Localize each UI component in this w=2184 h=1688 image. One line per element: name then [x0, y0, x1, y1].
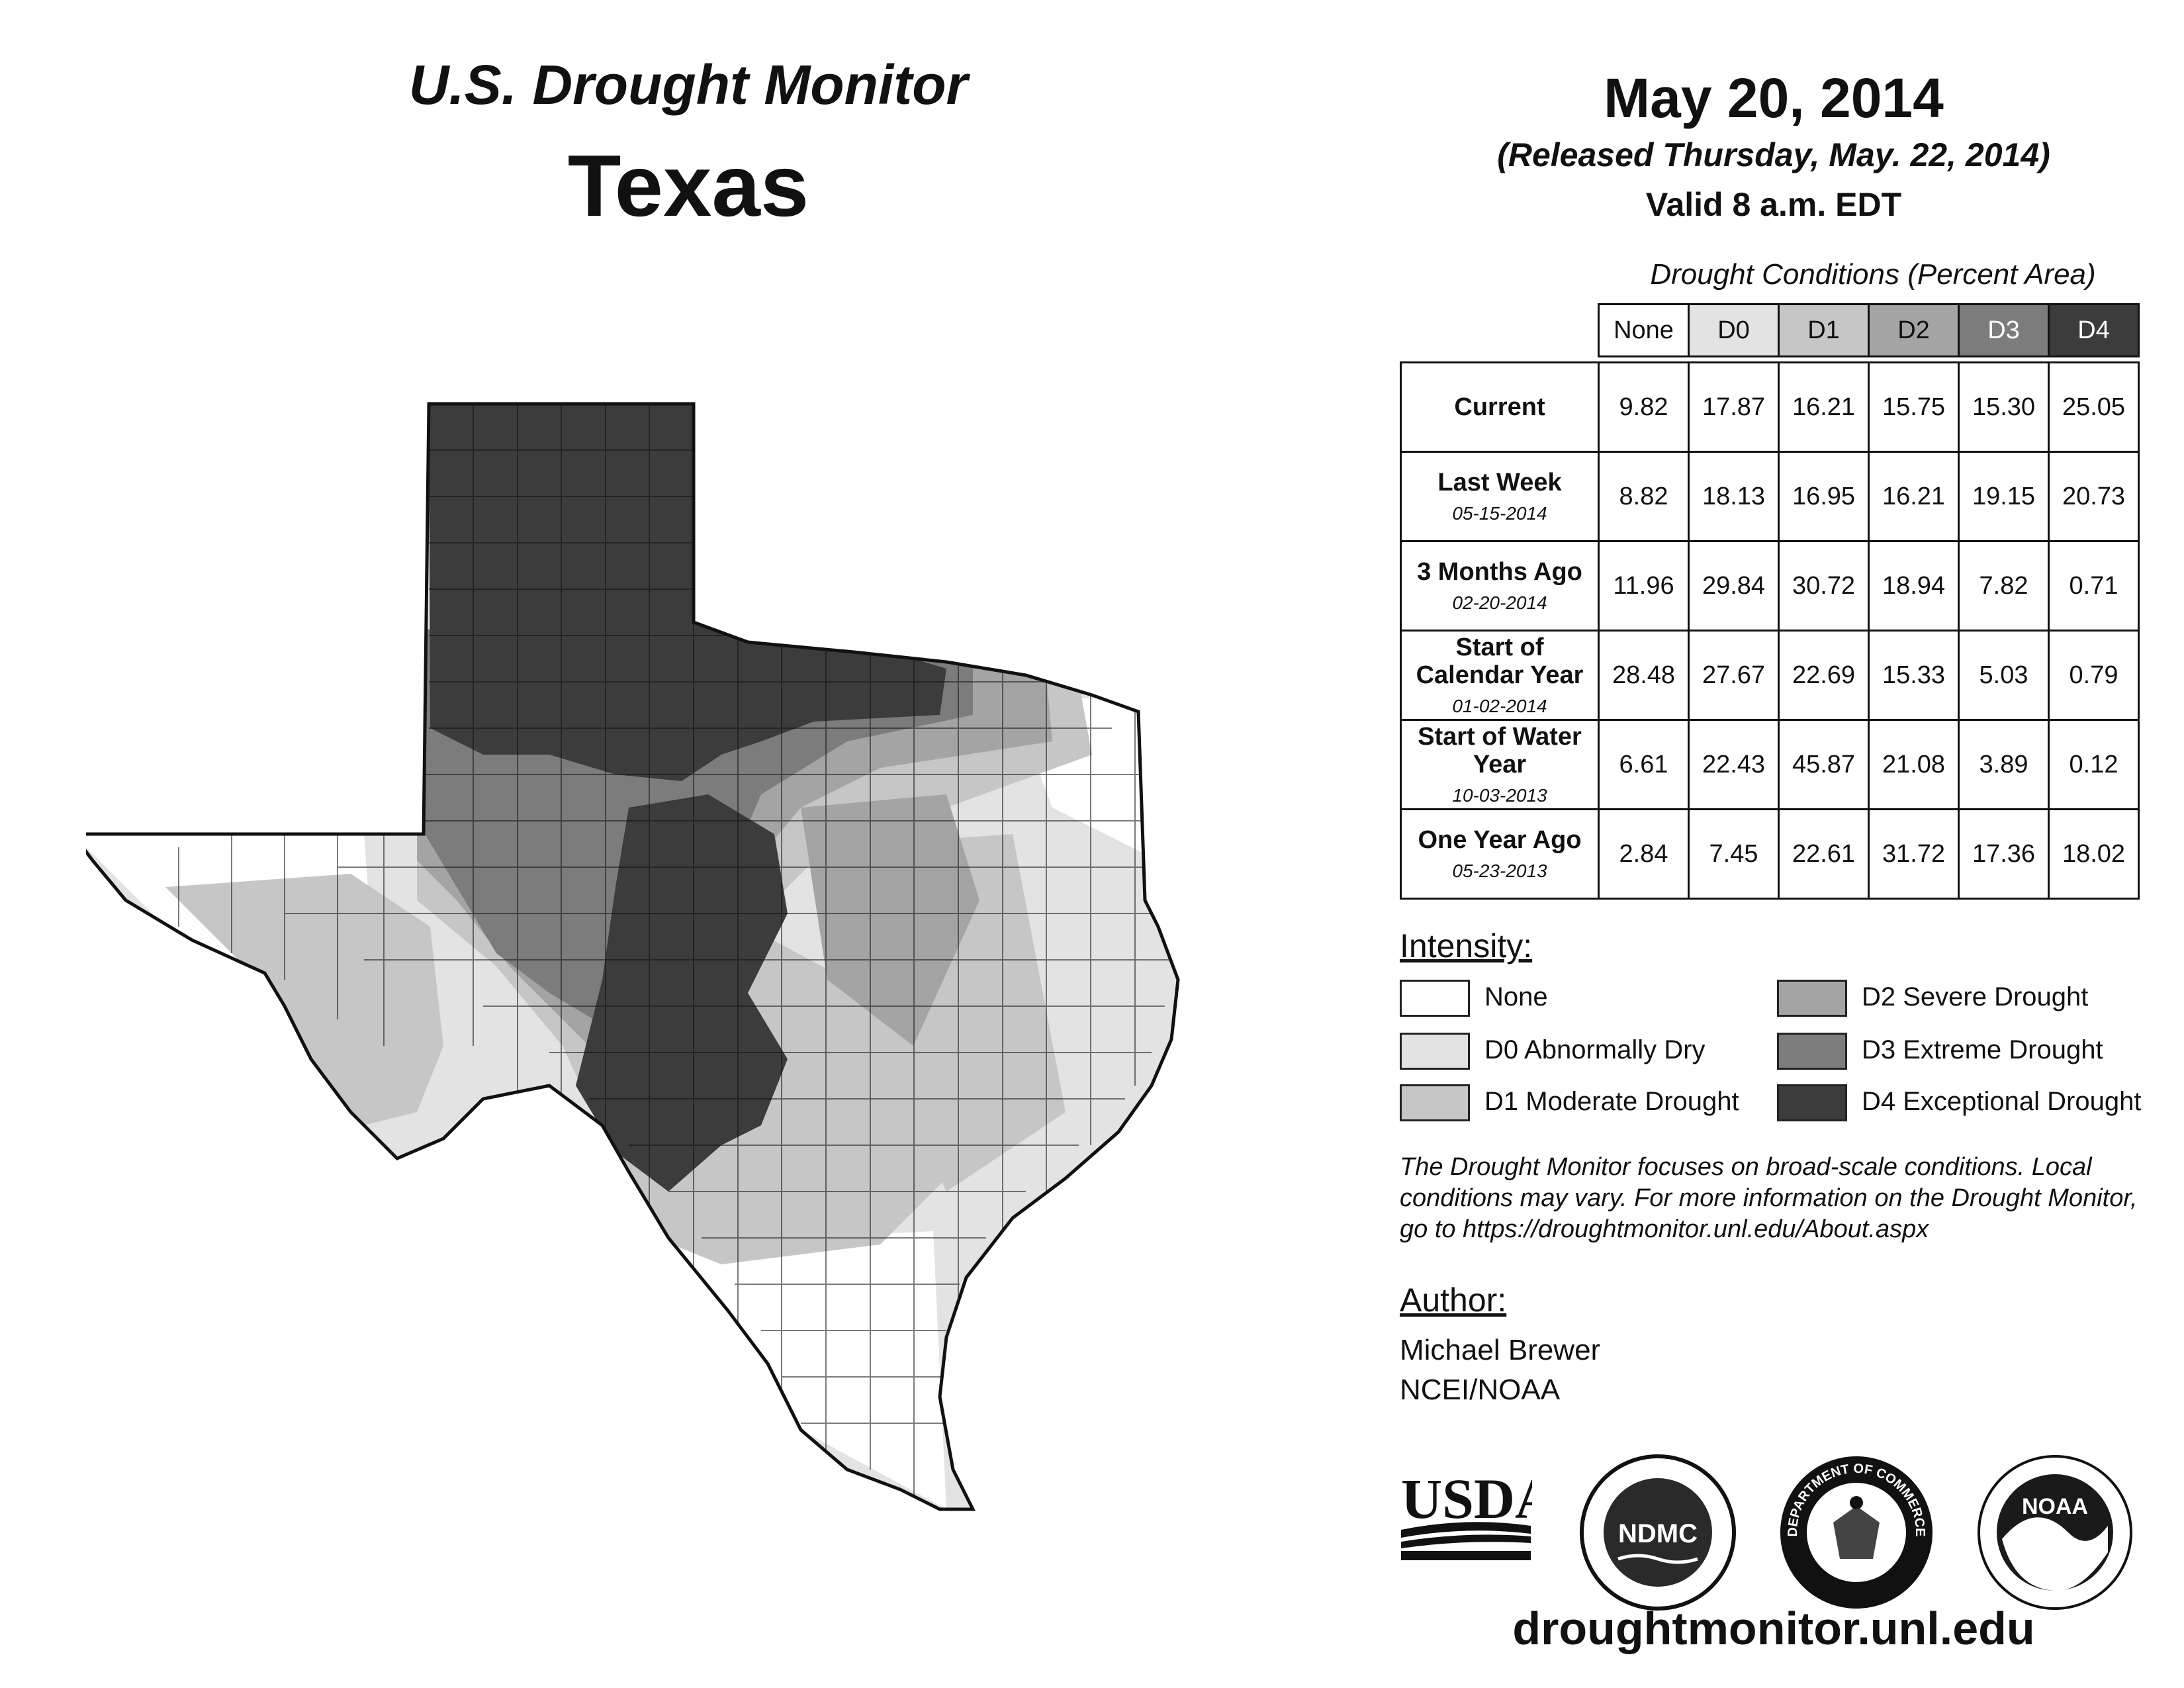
- legend-swatch: [1777, 1033, 1847, 1070]
- legend-swatch: [1777, 980, 1847, 1017]
- cell-d1: 22.69: [1778, 630, 1870, 721]
- cell-d3: 17.36: [1958, 808, 2050, 900]
- cell-d2: 16.21: [1868, 451, 1960, 542]
- legend-label: D0 Abnormally Dry: [1484, 1035, 1706, 1064]
- author-org: NCEI/NOAA: [1400, 1374, 1561, 1406]
- legend-label: D1 Moderate Drought: [1484, 1087, 1739, 1116]
- cell-d0: 17.87: [1688, 361, 1780, 453]
- cell-d4: 25.05: [2048, 361, 2140, 453]
- row-label: Current: [1454, 393, 1545, 421]
- disclaimer-note: The Drought Monitor focuses on broad-sca…: [1400, 1153, 2138, 1243]
- row-date: 02-20-2014: [1452, 592, 1547, 613]
- ndmc-logo-text: NDMC: [1618, 1519, 1698, 1548]
- row-date: 01-02-2014: [1452, 696, 1547, 716]
- cell-d0: 22.43: [1688, 719, 1780, 810]
- legend-label: D3 Extreme Drought: [1862, 1035, 2103, 1064]
- cell-d0: 29.84: [1688, 540, 1780, 632]
- cell-none: 9.82: [1598, 361, 1690, 453]
- cell-d2: 21.08: [1868, 719, 1960, 810]
- table-corner: [1401, 305, 1599, 357]
- table-row-current: Current 9.82 17.87 16.21 15.75 15.30 25.…: [1400, 361, 2140, 453]
- author-title: Author:: [1400, 1282, 1507, 1319]
- table-row-3-months-ago: 3 Months Ago 02-20-2014 11.96 29.84 30.7…: [1400, 540, 2140, 632]
- row-header: Start of Calendar Year 01-02-2014: [1400, 630, 1600, 721]
- col-header-none: None: [1598, 303, 1690, 357]
- col-header-d1: D1: [1778, 303, 1870, 357]
- ndmc-logo: NDMC: [1580, 1454, 1736, 1611]
- legend-label: D2 Severe Drought: [1862, 982, 2089, 1011]
- cell-d0: 27.67: [1688, 630, 1780, 721]
- cell-d0: 18.13: [1688, 451, 1780, 542]
- row-date: 05-23-2013: [1452, 861, 1547, 881]
- cell-none: 11.96: [1598, 540, 1690, 632]
- cell-none: 28.48: [1598, 630, 1690, 721]
- cell-d3: 19.15: [1958, 451, 2050, 542]
- col-header-d4: D4: [2048, 303, 2140, 357]
- drought-conditions-table: None D0 D1 D2 D3 D4 Current 9.82 17.87 1…: [1400, 303, 2140, 900]
- cell-none: 6.61: [1598, 719, 1690, 810]
- website-url[interactable]: droughtmonitor.unl.edu: [1512, 1603, 2035, 1654]
- cell-none: 8.82: [1598, 451, 1690, 542]
- texas-drought-map: [86, 402, 1180, 1511]
- legend-label: None: [1484, 982, 1548, 1011]
- cell-d3: 5.03: [1958, 630, 2050, 721]
- row-label: One Year Ago: [1418, 826, 1582, 854]
- table-row-last-week: Last Week 05-15-2014 8.82 18.13 16.95 16…: [1400, 451, 2140, 542]
- map-date: May 20, 2014: [1604, 67, 1944, 129]
- cell-d1: 16.95: [1778, 451, 1870, 542]
- row-header: Start of Water Year 10-03-2013: [1400, 719, 1600, 810]
- legend-swatch: [1400, 1033, 1470, 1070]
- row-header: One Year Ago 05-23-2013: [1400, 808, 1600, 900]
- legend-label: D4 Exceptional Drought: [1862, 1087, 2142, 1116]
- usda-logo-text: USDA: [1401, 1467, 1532, 1530]
- cell-d2: 31.72: [1868, 808, 1960, 900]
- col-header-d0: D0: [1688, 303, 1780, 357]
- state-title: Texas: [567, 137, 809, 234]
- noaa-logo: NOAA: [1978, 1455, 2132, 1610]
- cell-d1: 45.87: [1778, 719, 1870, 810]
- table-row-start-of-water-year: Start of Water Year 10-03-2013 6.61 22.4…: [1400, 719, 2140, 810]
- legend-swatch: [1777, 1084, 1847, 1121]
- legend-swatch: [1400, 1084, 1470, 1121]
- cell-none: 2.84: [1598, 808, 1690, 900]
- cell-d1: 22.61: [1778, 808, 1870, 900]
- cell-d0: 7.45: [1688, 808, 1780, 900]
- row-label: Last Week: [1437, 469, 1562, 496]
- cell-d3: 3.89: [1958, 719, 2050, 810]
- row-label: Start of Calendar Year: [1416, 633, 1584, 689]
- noaa-logo-text: NOAA: [2022, 1494, 2088, 1519]
- release-date: (Released Thursday, May. 22, 2014): [1497, 136, 2050, 173]
- cell-d4: 20.73: [2048, 451, 2140, 542]
- col-header-d3: D3: [1958, 303, 2050, 357]
- cell-d4: 0.12: [2048, 719, 2140, 810]
- cell-d1: 16.21: [1778, 361, 1870, 453]
- cell-d4: 18.02: [2048, 808, 2140, 900]
- row-header: Last Week 05-15-2014: [1400, 451, 1600, 542]
- row-header: Current: [1400, 361, 1600, 453]
- table-row-start-of-calendar-year: Start of Calendar Year 01-02-2014 28.48 …: [1400, 630, 2140, 721]
- row-date: 05-15-2014: [1452, 503, 1547, 524]
- usda-logo: USDA: [1401, 1467, 1532, 1560]
- author-name: Michael Brewer: [1400, 1334, 1601, 1366]
- cell-d3: 7.82: [1958, 540, 2050, 632]
- valid-time: Valid 8 a.m. EDT: [1645, 186, 1902, 223]
- product-title: U.S. Drought Monitor: [408, 54, 968, 116]
- cell-d4: 0.79: [2048, 630, 2140, 721]
- table-title: Drought Conditions (Percent Area): [1650, 258, 2096, 291]
- cell-d4: 0.71: [2048, 540, 2140, 632]
- col-header-d2: D2: [1868, 303, 1960, 357]
- row-header: 3 Months Ago 02-20-2014: [1400, 540, 1600, 632]
- cell-d3: 15.30: [1958, 361, 2050, 453]
- commerce-seal: DEPARTMENT OF COMMERCE: [1780, 1456, 1933, 1609]
- row-date: 10-03-2013: [1452, 785, 1547, 806]
- cell-d1: 30.72: [1778, 540, 1870, 632]
- cell-d2: 15.33: [1868, 630, 1960, 721]
- row-label: 3 Months Ago: [1417, 558, 1582, 586]
- legend-title: Intensity:: [1400, 927, 1533, 964]
- row-label: Start of Water Year: [1418, 723, 1582, 778]
- cell-d2: 18.94: [1868, 540, 1960, 632]
- legend-swatch: [1400, 980, 1470, 1017]
- cell-d2: 15.75: [1868, 361, 1960, 453]
- table-row-one-year-ago: One Year Ago 05-23-2013 2.84 7.45 22.61 …: [1400, 808, 2140, 900]
